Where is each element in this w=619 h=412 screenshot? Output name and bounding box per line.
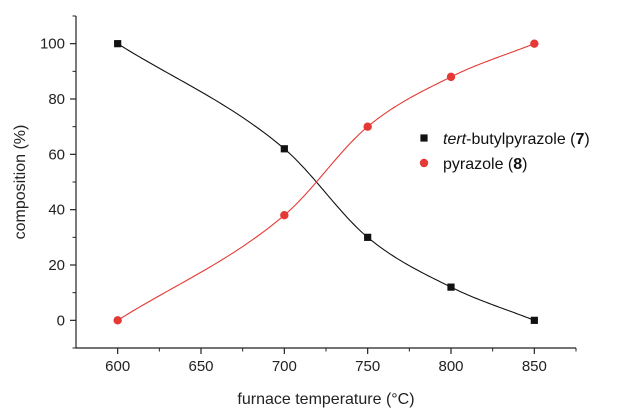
legend-label-main: -butylpyrazole ( bbox=[466, 131, 576, 148]
y-axis-title: composition (%) bbox=[12, 125, 29, 240]
data-point-square bbox=[447, 283, 455, 291]
data-point-square bbox=[280, 145, 288, 153]
fit-curves bbox=[117, 43, 535, 321]
x-tick-label: 850 bbox=[522, 358, 547, 375]
y-tick-label: 100 bbox=[40, 36, 65, 53]
x-tick-label: 650 bbox=[188, 358, 213, 375]
legend-marker-circle bbox=[419, 158, 429, 168]
data-point-circle bbox=[280, 211, 289, 220]
x-axis-title: furnace temperature (°C) bbox=[237, 391, 414, 408]
data-point-circle bbox=[446, 72, 456, 82]
data-point-circle bbox=[363, 122, 372, 131]
y-tick-label: 40 bbox=[48, 202, 65, 219]
axes: 600 650 700 750 800 850 0 20 40 60 80 100 bbox=[40, 15, 577, 375]
x-tick-label: 700 bbox=[272, 358, 297, 375]
legend-label-italic: tert bbox=[443, 131, 467, 148]
legend-label: tert-butylpyrazole (7) bbox=[443, 131, 590, 148]
data-point-square bbox=[530, 316, 538, 324]
data-points bbox=[113, 39, 539, 325]
y-tick-label: 80 bbox=[48, 91, 65, 108]
x-tick-label: 750 bbox=[355, 358, 380, 375]
legend: tert-butylpyrazole (7)pyrazole (8) bbox=[419, 131, 590, 173]
legend-label-bold: 8 bbox=[513, 156, 522, 173]
legend-label-suffix: ) bbox=[522, 156, 527, 173]
legend-label-suffix: ) bbox=[584, 131, 589, 148]
legend-label-bold: 7 bbox=[576, 131, 585, 148]
data-point-circle bbox=[113, 316, 122, 325]
data-point-square bbox=[364, 233, 372, 241]
y-tick-label: 60 bbox=[48, 146, 65, 163]
y-tick-label: 0 bbox=[57, 312, 65, 329]
legend-label-main: pyrazole ( bbox=[443, 156, 514, 173]
legend-marker-square bbox=[420, 134, 428, 142]
fit-curve-1 bbox=[117, 43, 535, 321]
data-point-circle bbox=[530, 39, 539, 48]
legend-label: pyrazole (8) bbox=[443, 156, 527, 173]
data-point-square bbox=[114, 40, 122, 48]
y-tick-label: 20 bbox=[48, 257, 65, 274]
x-tick-label: 600 bbox=[105, 358, 130, 375]
x-tick-label: 800 bbox=[438, 358, 463, 375]
fit-curve-2 bbox=[117, 43, 535, 321]
